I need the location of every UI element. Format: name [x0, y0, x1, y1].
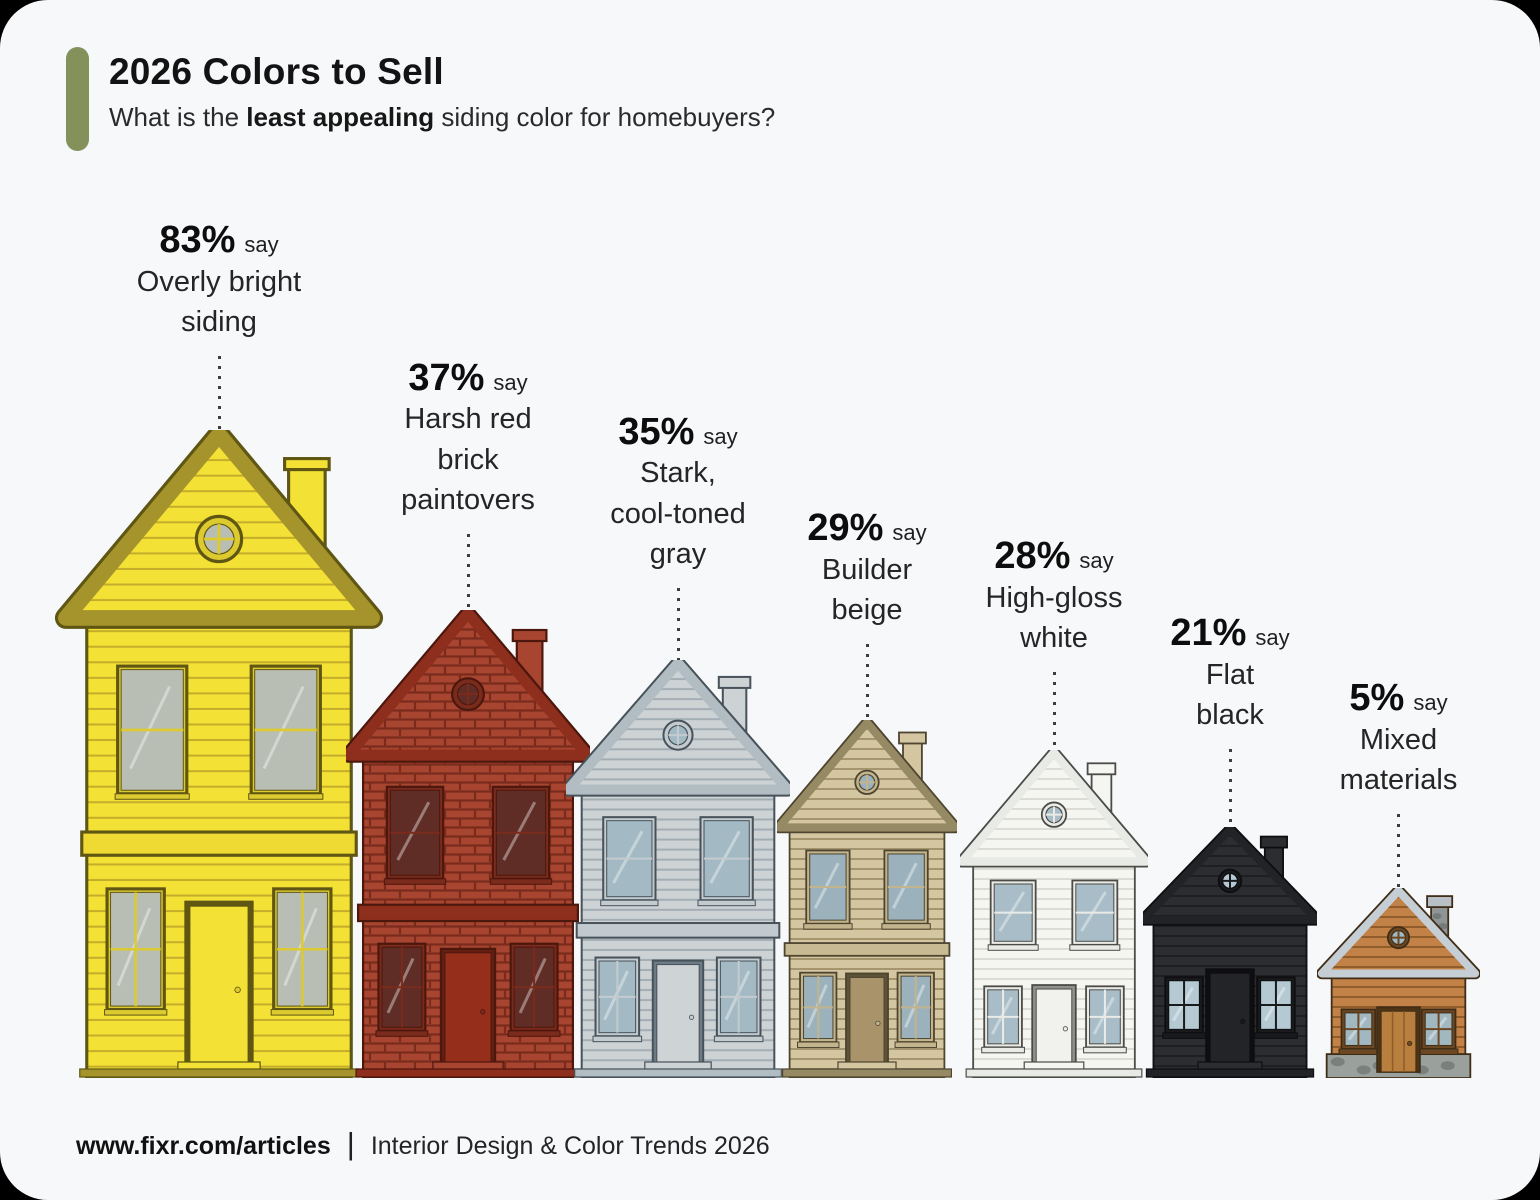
data-point-label-harsh-red-brick-paintovers: 37% say Harsh red brick paintovers [308, 357, 628, 610]
page-title: 2026 Colors to Sell [109, 51, 444, 92]
say-label: say [244, 232, 279, 258]
house-illustration [54, 430, 384, 1078]
category-line: Flat [1205, 658, 1255, 691]
category-line: materials [1339, 764, 1458, 797]
house-builder-beige [777, 720, 957, 1078]
dotted-connector [217, 356, 221, 430]
category-line: Builder [821, 553, 913, 586]
say-label: say [1255, 625, 1290, 651]
house-illustration [777, 720, 957, 1078]
house-illustration [1317, 888, 1480, 1078]
house-harsh-red-brick-paintovers [346, 610, 590, 1078]
data-point-label-flat-black: 21% say Flat black [1070, 612, 1390, 827]
percent-line: 35% say [618, 411, 737, 454]
percent-line: 28% say [994, 535, 1113, 578]
percent-line: 37% say [408, 357, 527, 400]
say-label: say [892, 520, 927, 546]
category-line: paintovers [401, 484, 535, 517]
accent-bar [66, 47, 89, 151]
house-flat-black [1143, 827, 1317, 1078]
percent-line: 83% say [159, 219, 278, 262]
category-line: High-gloss [985, 581, 1123, 614]
percent-line: 5% say [1349, 677, 1447, 720]
house-stark-cool-toned-gray [566, 660, 790, 1078]
category-line: siding [181, 306, 257, 339]
house-illustration [1143, 827, 1317, 1078]
say-label: say [1079, 548, 1114, 574]
source-label: Interior Design & Color Trends 2026 [370, 1131, 770, 1160]
house-illustration [566, 660, 790, 1078]
house-high-gloss-white [960, 750, 1148, 1078]
dotted-connector [1052, 672, 1056, 750]
subtitle-bold: least appealing [246, 102, 435, 132]
house-overly-bright-siding [45, 430, 393, 1078]
percent-value: 21% [1170, 612, 1247, 655]
data-point-label-overly-bright-siding: 83% say Overly bright siding [59, 219, 379, 430]
percent-value: 29% [807, 507, 884, 550]
site-url: www.fixr.com/articles [76, 1131, 331, 1160]
house-illustration [960, 750, 1148, 1078]
footer: www.fixr.com/articles | Interior Design … [76, 1126, 770, 1164]
header: 2026 Colors to Sell What is the least ap… [66, 47, 775, 151]
subtitle-prefix: What is the [109, 102, 247, 132]
category-line: black [1196, 699, 1264, 732]
dotted-connector [1397, 814, 1400, 888]
percent-line: 21% say [1170, 612, 1289, 655]
percent-value: 5% [1349, 677, 1405, 720]
data-point-label-high-gloss-white: 28% say High-gloss white [894, 535, 1214, 750]
header-text: 2026 Colors to Sell What is the least ap… [109, 47, 775, 151]
category-line: white [1020, 622, 1088, 655]
category-line: brick [437, 443, 499, 476]
category-line: Mixed [1359, 723, 1438, 756]
say-label: say [493, 369, 528, 395]
category-line: gray [649, 538, 707, 571]
dotted-connector [676, 588, 680, 660]
dotted-connector [865, 644, 869, 720]
data-point-label-builder-beige: 29% say Builder beige [707, 507, 1027, 720]
percent-value: 83% [159, 219, 236, 262]
data-point-label-stark-cool-toned-gray: 35% say Stark, cool-toned gray [518, 411, 838, 660]
house-illustration [346, 610, 590, 1078]
category-line: beige [831, 594, 903, 627]
category-line: Stark, [640, 457, 716, 490]
category-line: Harsh red [404, 403, 532, 436]
percent-line: 29% say [807, 507, 926, 550]
say-label: say [1413, 690, 1448, 716]
category-line: cool-toned [610, 497, 746, 530]
data-point-label-mixed-materials: 5% say Mixed materials [1239, 677, 1540, 888]
say-label: say [703, 423, 738, 449]
dotted-connector [466, 534, 470, 610]
house-mixed-materials [1317, 888, 1480, 1078]
percent-value: 37% [408, 356, 485, 399]
dotted-connector [1228, 749, 1232, 827]
percent-value: 28% [994, 535, 1071, 578]
category-line: Overly bright [136, 265, 302, 298]
subtitle-suffix: siding color for homebuyers? [434, 102, 776, 132]
page-subtitle: What is the least appealing siding color… [109, 102, 775, 133]
percent-value: 35% [618, 410, 695, 453]
footer-separator: | [346, 1126, 355, 1161]
